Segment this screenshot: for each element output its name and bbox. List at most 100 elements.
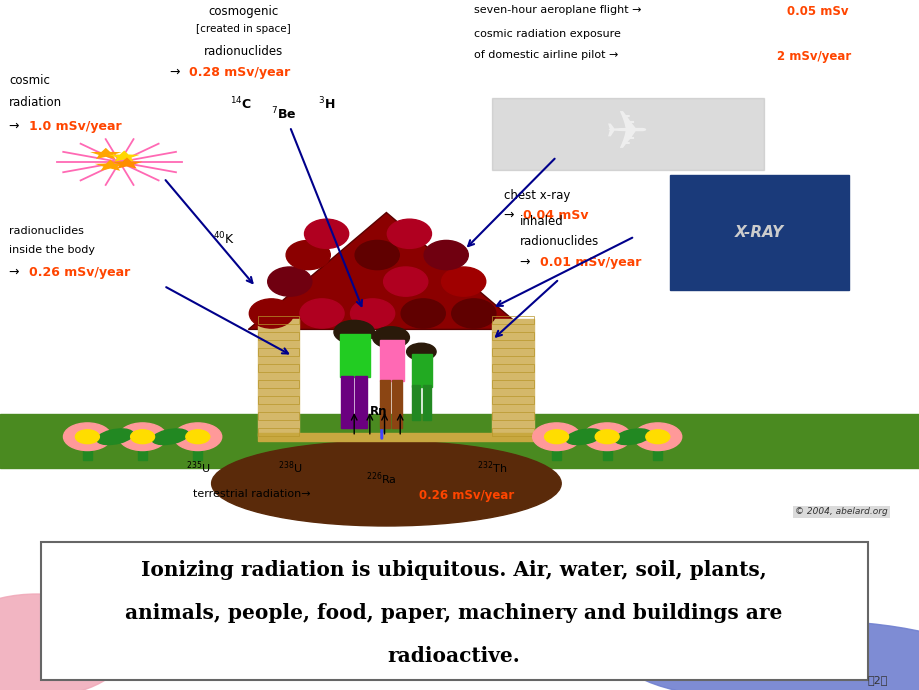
Ellipse shape <box>211 441 561 526</box>
Text: $^{226}$Ra: $^{226}$Ra <box>366 470 397 487</box>
Text: inside the body: inside the body <box>9 246 95 255</box>
Ellipse shape <box>325 267 369 296</box>
Ellipse shape <box>300 299 344 328</box>
Bar <box>83 434 92 460</box>
Text: [created in space]: [created in space] <box>197 24 290 34</box>
Text: © 2004, abelard.org: © 2004, abelard.org <box>794 507 887 516</box>
Circle shape <box>75 430 99 444</box>
Circle shape <box>645 430 669 444</box>
Bar <box>380 380 390 428</box>
Bar <box>412 385 420 420</box>
Ellipse shape <box>451 299 495 328</box>
Text: chest x-ray: chest x-ray <box>504 188 570 201</box>
Text: terrestrial radiation→: terrestrial radiation→ <box>193 489 311 499</box>
Bar <box>257 316 299 324</box>
Bar <box>492 364 533 372</box>
Polygon shape <box>108 150 140 161</box>
Ellipse shape <box>96 429 133 444</box>
Circle shape <box>595 430 618 444</box>
Circle shape <box>532 423 580 451</box>
Bar <box>492 332 533 340</box>
Text: 0.26 mSv/year: 0.26 mSv/year <box>29 266 130 279</box>
Bar <box>492 428 533 435</box>
Bar <box>193 434 202 460</box>
Text: 0.01 mSv/year: 0.01 mSv/year <box>539 256 641 269</box>
Circle shape <box>186 430 210 444</box>
Circle shape <box>119 423 166 451</box>
Bar <box>551 434 561 460</box>
Bar <box>341 375 353 428</box>
Text: →: → <box>9 119 24 132</box>
Ellipse shape <box>152 429 188 444</box>
Circle shape <box>221 61 340 130</box>
Circle shape <box>406 343 436 360</box>
Circle shape <box>287 94 375 145</box>
Circle shape <box>174 423 221 451</box>
Bar <box>492 316 533 324</box>
Text: animals, people, food, paper, machinery and buildings are: animals, people, food, paper, machinery … <box>125 603 781 622</box>
Ellipse shape <box>355 240 399 270</box>
Ellipse shape <box>0 594 129 690</box>
Circle shape <box>234 88 345 151</box>
Bar <box>257 380 299 388</box>
Bar <box>0 415 919 468</box>
Polygon shape <box>90 148 121 159</box>
Text: cosmic radiation exposure: cosmic radiation exposure <box>473 29 620 39</box>
Circle shape <box>130 430 154 444</box>
Ellipse shape <box>424 240 468 270</box>
Bar <box>257 396 299 404</box>
Bar <box>257 332 299 340</box>
Text: →: → <box>170 66 185 79</box>
Ellipse shape <box>387 219 431 248</box>
Text: cosmic: cosmic <box>9 75 50 88</box>
Ellipse shape <box>383 267 427 296</box>
Circle shape <box>544 430 568 444</box>
Bar <box>257 412 299 420</box>
Circle shape <box>334 320 374 344</box>
Bar <box>652 434 662 460</box>
Ellipse shape <box>625 620 919 690</box>
Bar <box>492 380 533 388</box>
Text: radionuclides: radionuclides <box>9 226 84 236</box>
Ellipse shape <box>249 299 293 328</box>
Ellipse shape <box>267 267 312 296</box>
Text: Ionizing radiation is ubiquitous. Air, water, soil, plants,: Ionizing radiation is ubiquitous. Air, w… <box>141 560 766 580</box>
Text: $^{7}$Be: $^{7}$Be <box>270 106 296 123</box>
Circle shape <box>583 423 630 451</box>
Text: radionuclides: radionuclides <box>204 45 283 58</box>
Text: $^{235}$U: $^{235}$U <box>186 460 210 476</box>
Text: radionuclides: radionuclides <box>519 235 598 248</box>
Text: cosmogenic: cosmogenic <box>209 6 278 19</box>
Text: inhaled: inhaled <box>519 215 563 228</box>
Text: radioactive.: radioactive. <box>387 646 519 666</box>
Bar <box>492 348 533 356</box>
Ellipse shape <box>565 429 602 444</box>
Bar <box>492 412 533 420</box>
Bar <box>257 348 299 356</box>
Bar <box>257 428 299 435</box>
FancyBboxPatch shape <box>41 542 867 680</box>
Text: 0.04 mSv: 0.04 mSv <box>522 209 587 222</box>
Circle shape <box>372 327 409 348</box>
Circle shape <box>633 423 681 451</box>
Bar <box>257 364 299 372</box>
Text: seven-hour aeroplane flight →: seven-hour aeroplane flight → <box>473 6 641 15</box>
Ellipse shape <box>286 240 330 270</box>
Ellipse shape <box>350 299 394 328</box>
Bar <box>380 340 403 382</box>
Bar <box>138 434 147 460</box>
Bar <box>492 396 533 404</box>
Bar <box>669 175 848 290</box>
Ellipse shape <box>401 299 445 328</box>
Circle shape <box>202 93 294 146</box>
Text: ✈: ✈ <box>605 108 649 160</box>
Bar <box>257 319 299 435</box>
Bar <box>257 433 538 441</box>
Circle shape <box>63 423 111 451</box>
Text: 1.0 mSv/year: 1.0 mSv/year <box>29 119 122 132</box>
Bar <box>492 319 533 435</box>
Text: radiation: radiation <box>9 96 62 108</box>
Text: Rn: Rn <box>369 405 388 418</box>
Bar <box>391 380 402 428</box>
Text: 0.28 mSv/year: 0.28 mSv/year <box>188 66 289 79</box>
